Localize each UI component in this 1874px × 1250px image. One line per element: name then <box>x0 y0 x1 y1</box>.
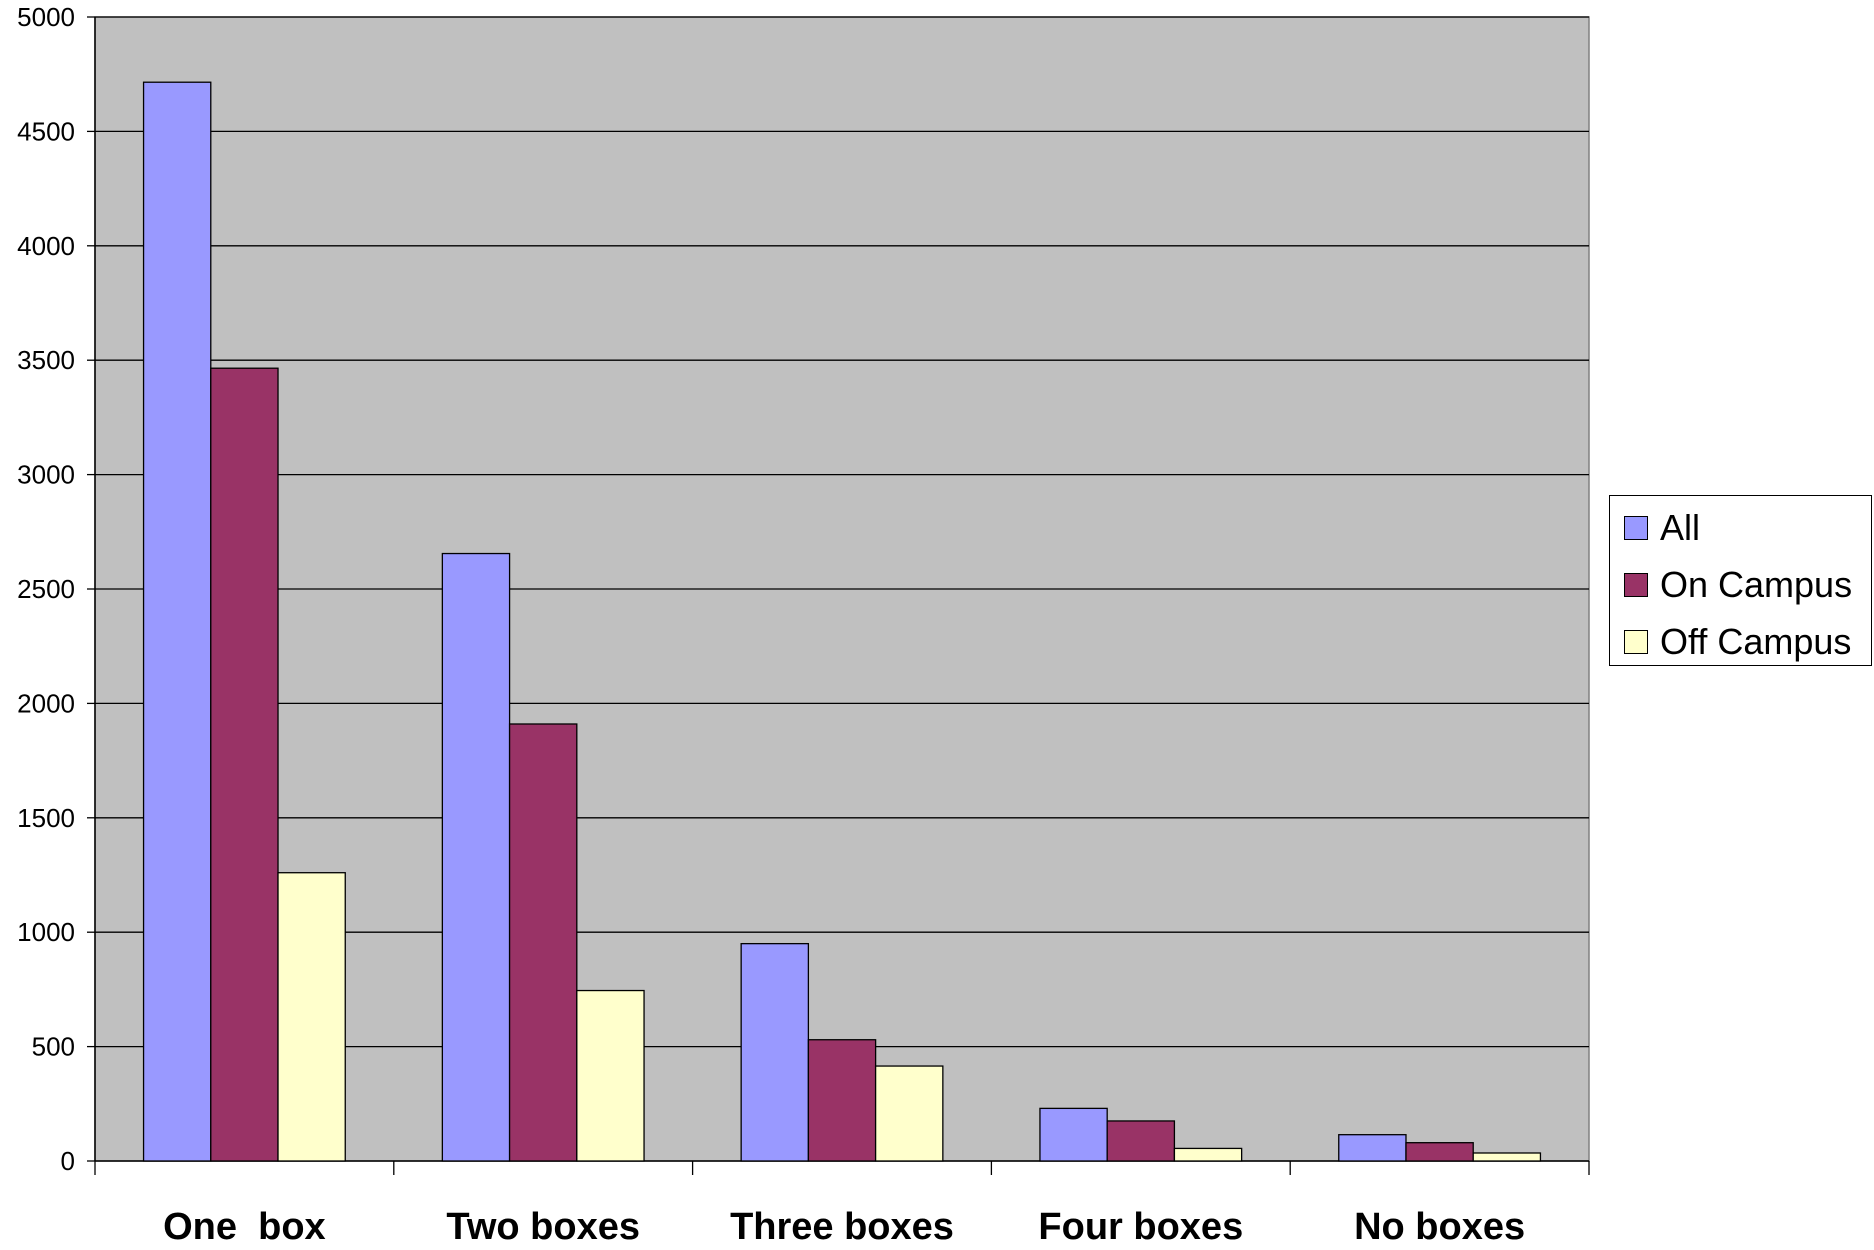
legend-item-off-campus: Off Campus <box>1624 621 1852 662</box>
bar <box>210 367 279 1162</box>
y-tick-label: 3500 <box>17 345 75 375</box>
bar <box>441 552 511 1162</box>
bar <box>1173 1147 1243 1162</box>
y-tick-label: 2500 <box>17 574 75 604</box>
x-category-label: Four boxes <box>1038 1206 1243 1245</box>
y-tick-label: 5000 <box>17 2 75 32</box>
bar <box>1039 1107 1108 1162</box>
bar <box>508 723 578 1162</box>
bar <box>576 989 645 1162</box>
legend-swatch-on-campus <box>1624 573 1648 597</box>
x-category-label: Three boxes <box>730 1206 954 1245</box>
bar <box>277 872 346 1162</box>
legend-item-on-campus: On Campus <box>1624 564 1853 605</box>
y-tick-label: 4500 <box>17 116 75 146</box>
legend-label-on-campus: On Campus <box>1660 564 1853 605</box>
legend-swatch-all <box>1624 516 1648 540</box>
bar <box>1472 1152 1542 1162</box>
y-tick-label: 2000 <box>17 688 75 718</box>
bar <box>1405 1142 1474 1162</box>
bar <box>874 1065 944 1162</box>
y-tick-label: 1000 <box>17 917 75 947</box>
legend-swatch-off-campus <box>1624 630 1648 654</box>
y-tick-label: 500 <box>32 1032 75 1062</box>
y-tick-label: 1500 <box>17 803 75 833</box>
y-tick-label: 0 <box>61 1146 75 1176</box>
bar <box>1106 1120 1176 1162</box>
bar <box>740 942 810 1162</box>
legend-label-off-campus: Off Campus <box>1660 621 1852 662</box>
legend: All On Campus Off Campus <box>1609 495 1872 666</box>
bar <box>807 1039 877 1162</box>
y-tick-label: 4000 <box>17 231 75 261</box>
y-tick-label: 3000 <box>17 460 75 490</box>
x-category-label: One box <box>163 1206 326 1245</box>
legend-label-all: All <box>1660 507 1701 548</box>
x-category-label: Two boxes <box>446 1206 640 1245</box>
bar <box>1338 1134 1407 1162</box>
x-category-label: No boxes <box>1354 1206 1525 1245</box>
bar <box>142 81 212 1162</box>
legend-item-all: All <box>1624 507 1701 548</box>
